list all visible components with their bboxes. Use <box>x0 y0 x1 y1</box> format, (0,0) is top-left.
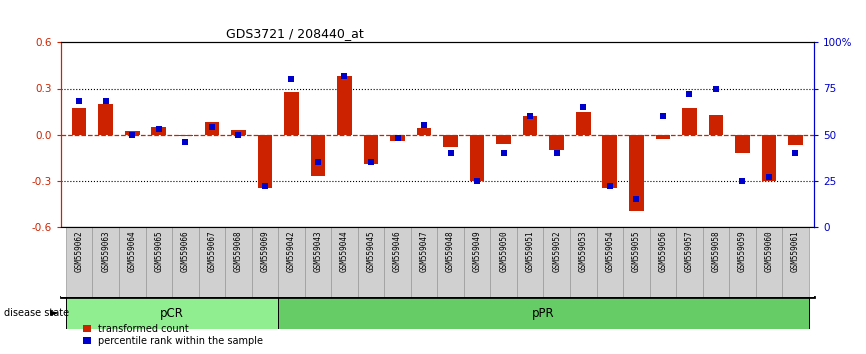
Bar <box>756 227 782 297</box>
Bar <box>145 227 172 297</box>
Bar <box>576 112 591 135</box>
Text: GSM559049: GSM559049 <box>473 230 481 272</box>
Text: GSM559069: GSM559069 <box>261 230 269 272</box>
Bar <box>410 227 437 297</box>
Bar <box>656 135 670 139</box>
Bar <box>99 104 113 135</box>
Bar <box>252 227 278 297</box>
Bar <box>443 135 458 147</box>
Bar <box>417 129 431 135</box>
Bar <box>549 135 564 150</box>
Text: GSM559055: GSM559055 <box>632 230 641 272</box>
Text: GSM559048: GSM559048 <box>446 230 456 272</box>
Bar <box>257 135 272 188</box>
Bar <box>225 227 252 297</box>
Text: GSM559061: GSM559061 <box>791 230 800 272</box>
Bar <box>597 227 623 297</box>
Bar <box>523 116 538 135</box>
Bar <box>198 227 225 297</box>
Bar <box>66 297 278 329</box>
Text: GSM559068: GSM559068 <box>234 230 242 272</box>
Bar <box>702 227 729 297</box>
Bar <box>93 227 119 297</box>
Text: GSM559057: GSM559057 <box>685 230 694 272</box>
Text: GSM559062: GSM559062 <box>74 230 84 272</box>
Text: GSM559045: GSM559045 <box>366 230 376 272</box>
Bar <box>496 135 511 144</box>
Bar <box>761 135 776 181</box>
Text: GSM559053: GSM559053 <box>578 230 588 272</box>
Bar <box>570 227 597 297</box>
Bar <box>385 227 410 297</box>
Text: GDS3721 / 208440_at: GDS3721 / 208440_at <box>226 27 364 40</box>
Bar <box>788 135 803 145</box>
Bar <box>650 227 676 297</box>
Text: disease state: disease state <box>4 308 69 318</box>
Text: GSM559052: GSM559052 <box>553 230 561 272</box>
Bar <box>676 227 702 297</box>
Text: GSM559065: GSM559065 <box>154 230 164 272</box>
Text: GSM559056: GSM559056 <box>658 230 668 272</box>
Bar <box>278 297 809 329</box>
Bar <box>331 227 358 297</box>
Bar <box>125 131 139 135</box>
Bar <box>172 227 198 297</box>
Bar <box>178 135 192 136</box>
Bar <box>623 227 650 297</box>
Bar <box>152 127 166 135</box>
Bar <box>364 135 378 164</box>
Text: GSM559054: GSM559054 <box>605 230 614 272</box>
Bar <box>119 227 145 297</box>
Text: GSM559044: GSM559044 <box>340 230 349 272</box>
Text: GSM559050: GSM559050 <box>499 230 508 272</box>
Bar <box>782 227 809 297</box>
Text: GSM559058: GSM559058 <box>711 230 721 272</box>
Bar <box>735 135 750 153</box>
Bar <box>305 227 331 297</box>
Bar <box>204 122 219 135</box>
Bar <box>391 135 404 141</box>
Bar <box>490 227 517 297</box>
Bar <box>278 227 305 297</box>
Bar <box>337 76 352 135</box>
Bar <box>464 227 490 297</box>
Text: pPR: pPR <box>532 307 555 320</box>
Bar <box>517 227 544 297</box>
Bar <box>231 130 246 135</box>
Text: GSM559043: GSM559043 <box>313 230 322 272</box>
Bar <box>544 227 570 297</box>
Bar <box>358 227 385 297</box>
Bar <box>311 135 326 176</box>
Text: GSM559060: GSM559060 <box>765 230 773 272</box>
Bar <box>284 92 299 135</box>
Bar <box>603 135 617 188</box>
Text: GSM559063: GSM559063 <box>101 230 110 272</box>
Bar <box>682 108 696 135</box>
Bar <box>729 227 756 297</box>
Bar <box>470 135 484 181</box>
Text: pCR: pCR <box>160 307 184 320</box>
Bar <box>629 135 643 211</box>
Text: GSM559046: GSM559046 <box>393 230 402 272</box>
Text: GSM559051: GSM559051 <box>526 230 534 272</box>
Text: GSM559047: GSM559047 <box>419 230 429 272</box>
Text: GSM559067: GSM559067 <box>207 230 216 272</box>
Text: GSM559066: GSM559066 <box>181 230 190 272</box>
Text: GSM559064: GSM559064 <box>128 230 137 272</box>
Bar <box>66 227 93 297</box>
Text: GSM559042: GSM559042 <box>287 230 296 272</box>
Legend: transformed count, percentile rank within the sample: transformed count, percentile rank withi… <box>83 324 263 346</box>
Text: GSM559059: GSM559059 <box>738 230 746 272</box>
Bar <box>437 227 464 297</box>
Text: ►: ► <box>50 308 59 318</box>
Bar <box>72 108 87 135</box>
Bar <box>708 115 723 135</box>
